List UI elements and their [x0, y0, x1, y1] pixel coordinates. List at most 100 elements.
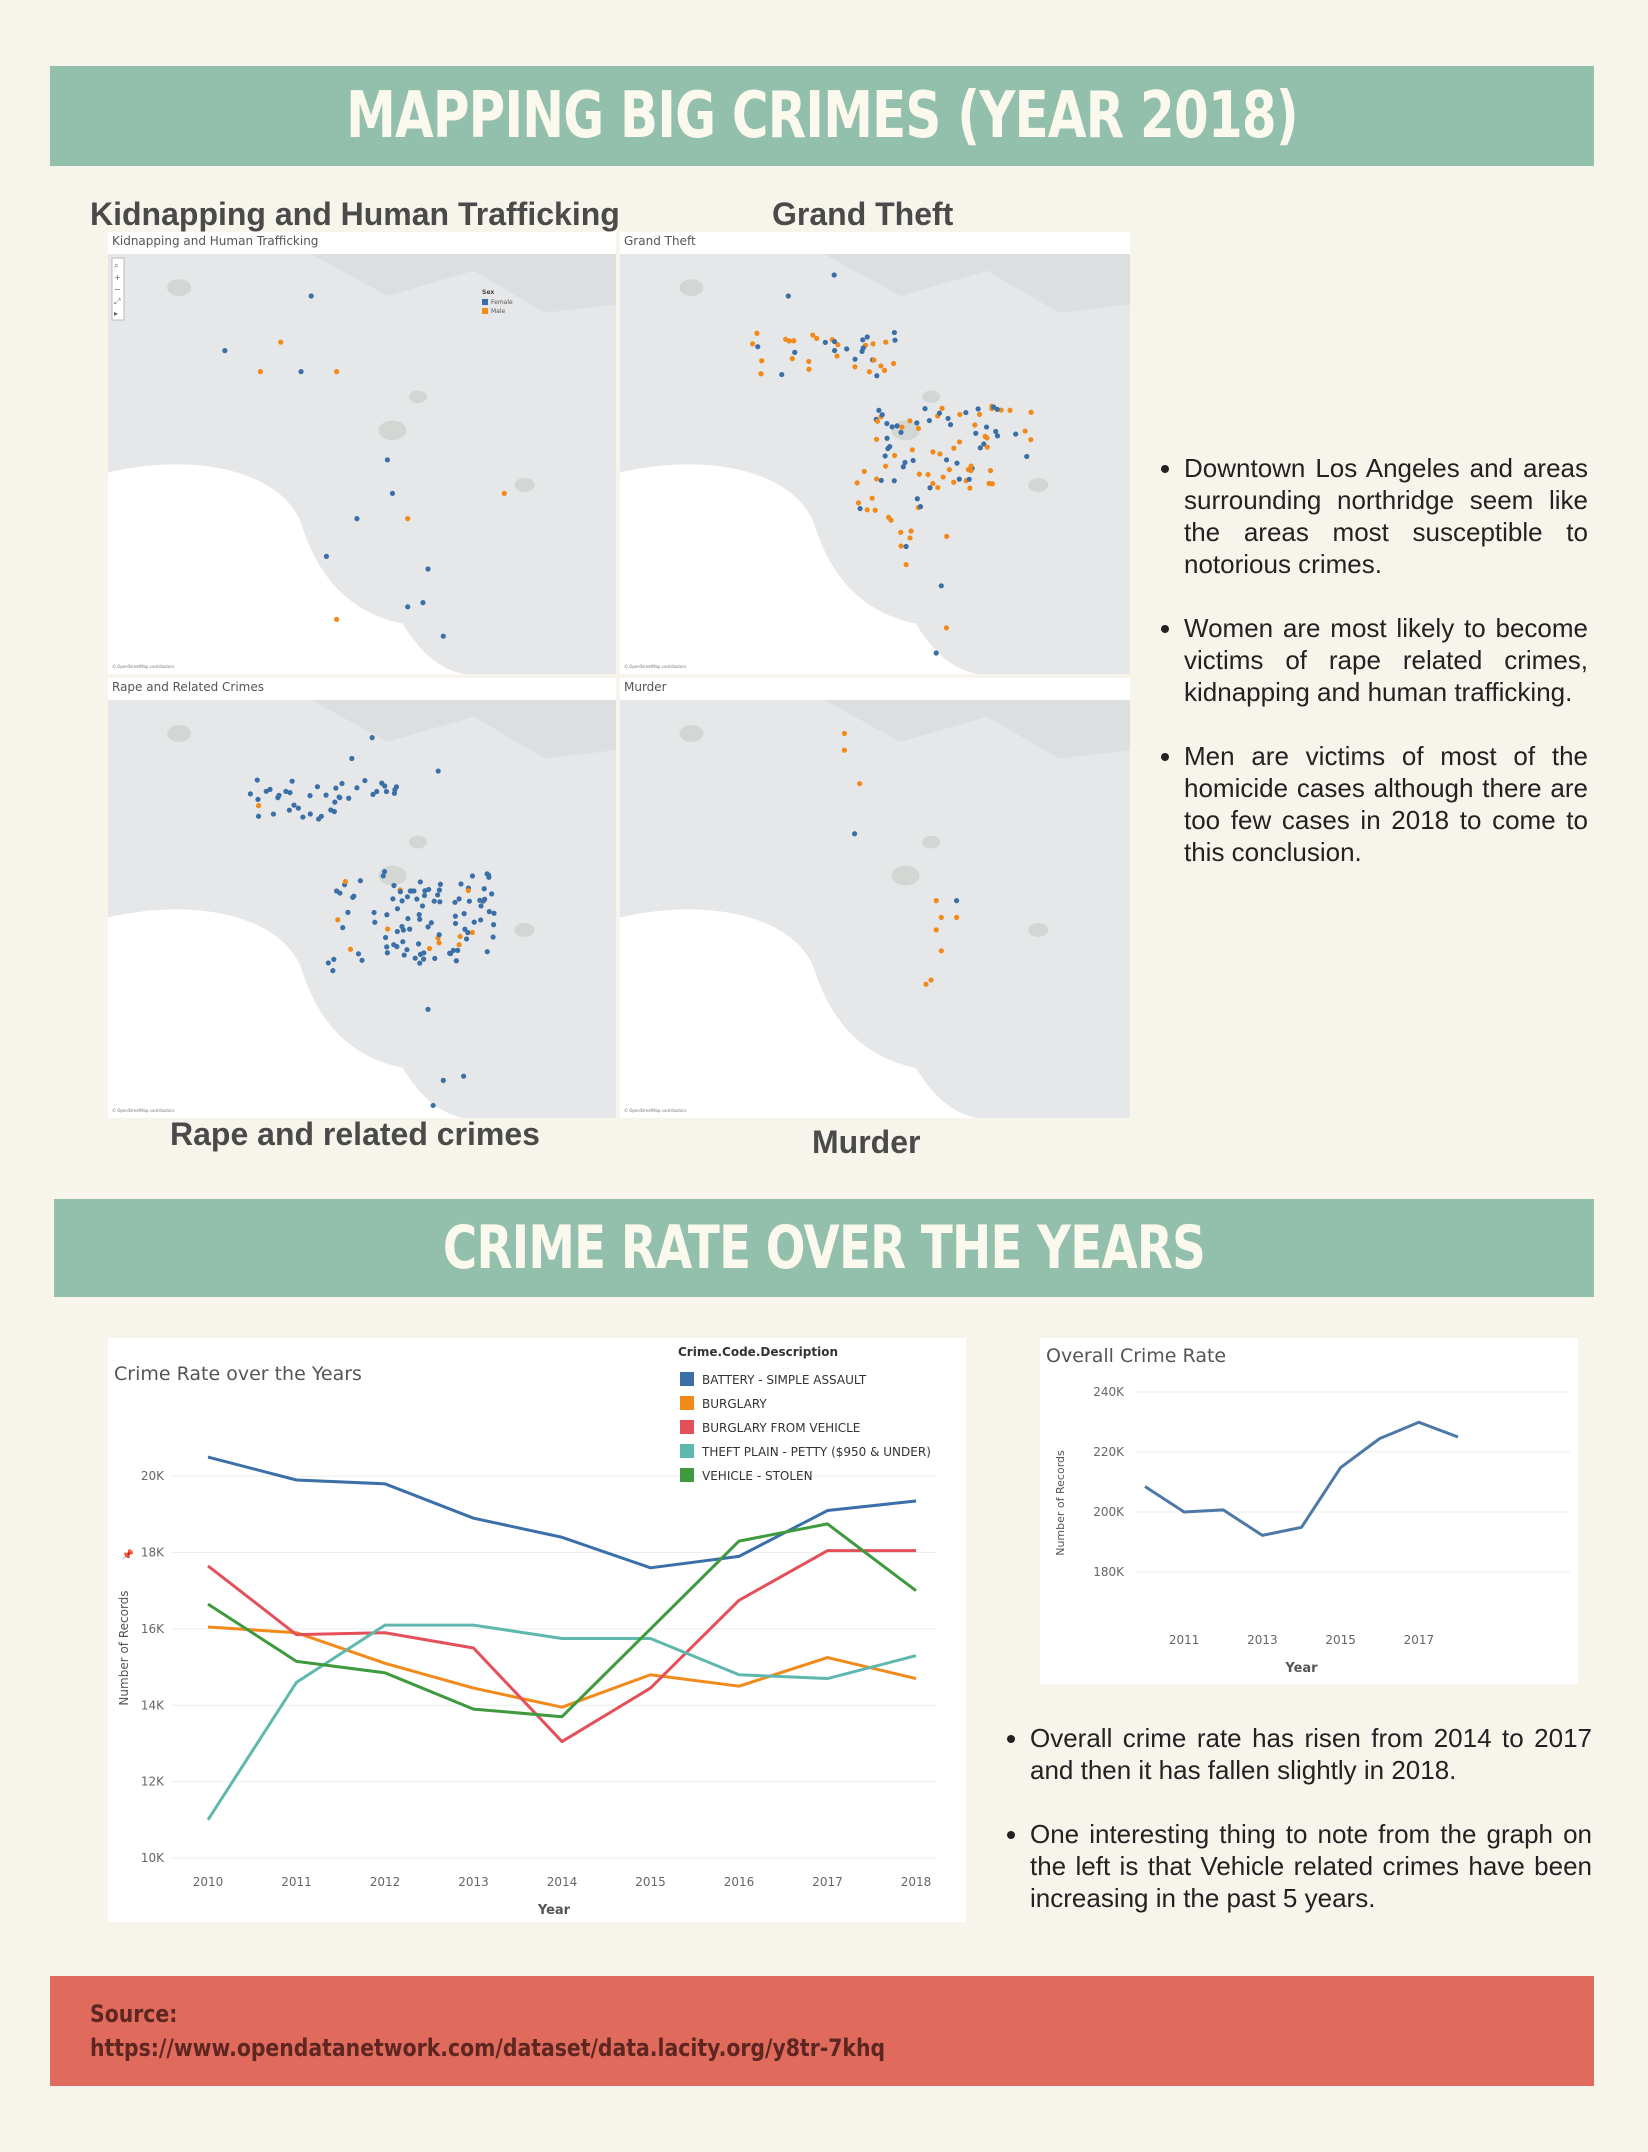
map-point [891, 478, 897, 484]
map-tool-icon: + [114, 273, 121, 282]
y-tick-label: 20K [141, 1469, 165, 1483]
map-point [331, 808, 337, 815]
map-point [354, 516, 360, 522]
x-tick-label: 2010 [193, 1875, 224, 1889]
map-canvas: © OpenStreetMap contributors [620, 254, 1130, 674]
map-point [335, 917, 341, 923]
map-point [982, 434, 989, 440]
map-canvas: © OpenStreetMap contributors ⌕ + − ⤢ ▸ Sex Fema… [108, 254, 616, 674]
x-tick-label: 2018 [901, 1875, 932, 1889]
map-point [779, 371, 785, 378]
y-axis-label: Number of Records [117, 1590, 131, 1705]
finding-item: Men are victims of most of the homicide … [1184, 740, 1588, 868]
source-url[interactable]: https://www.opendatanetwork.com/dataset/… [90, 2034, 886, 2062]
map-point [283, 788, 289, 795]
kidnapping-map[interactable]: Kidnapping and Human Trafficking © OpenS… [108, 232, 616, 674]
map-mountains [824, 254, 1130, 313]
overall-series-line [1144, 1420, 1459, 1537]
map-point [393, 784, 400, 790]
map-point [954, 460, 960, 466]
x-tick-label: 2016 [724, 1875, 755, 1889]
map-point [835, 342, 841, 348]
map-point [878, 477, 884, 484]
crime-rate-chart[interactable]: Crime Rate over the Years 10K 12K 14K 16K 18K… [108, 1338, 966, 1922]
map-point [416, 912, 422, 918]
rape-map-label: Rape and Related Crimes [112, 680, 264, 694]
map-point [841, 730, 847, 737]
map-point [873, 436, 880, 442]
rape-map[interactable]: Rape and Related Crimes © OpenStreetMap … [108, 678, 616, 1118]
map-point [935, 484, 941, 491]
map-point [435, 768, 441, 774]
map-point [425, 924, 431, 930]
map-point [907, 418, 913, 424]
map-point [437, 899, 443, 905]
map-point [270, 811, 277, 817]
map-point [831, 272, 837, 278]
map-point [383, 788, 390, 795]
map-point [998, 407, 1004, 413]
section-title: CRIME RATE OVER THE YEARS [442, 1213, 1206, 1283]
map-point [903, 562, 909, 568]
map-point [342, 878, 349, 885]
map-point [852, 831, 858, 837]
map-point [914, 420, 920, 426]
main-title: MAPPING BIG CRIMES (YEAR 2018) [346, 79, 1299, 153]
x-tick-label: 2015 [635, 1875, 666, 1889]
map-point [864, 334, 870, 340]
crime-rate-svg: Crime Rate over the Years 10K 12K 14K 16K 18K… [114, 1345, 936, 1918]
map-point [430, 1102, 436, 1109]
map-point [404, 947, 410, 953]
map-point [991, 404, 997, 410]
map-point [883, 339, 889, 345]
map-point [417, 879, 423, 885]
map-point [956, 476, 962, 482]
map-point [278, 339, 284, 345]
map-point [421, 892, 428, 899]
map-point [334, 888, 340, 894]
x-tick-label: 2017 [1404, 1633, 1435, 1647]
map-point [936, 410, 943, 416]
map-point [478, 903, 484, 909]
map-point [382, 934, 389, 941]
map-park [1028, 478, 1049, 492]
grand-theft-map[interactable]: Grand Theft © OpenStreetMap contributors [620, 232, 1130, 674]
x-tick-label: 2012 [370, 1875, 401, 1889]
map-point [860, 345, 866, 351]
murder-map[interactable]: Murder © OpenStreetMap contributors [620, 678, 1130, 1118]
map-point [404, 894, 411, 900]
map-point [391, 942, 397, 948]
map-point [930, 449, 936, 455]
map-point [289, 778, 295, 784]
legend-swatch [680, 1396, 694, 1410]
legend-title: Sex [482, 289, 494, 296]
map-point [247, 791, 253, 797]
map-point [923, 981, 929, 987]
x-axis-label: Year [537, 1903, 571, 1918]
map-point [501, 490, 507, 496]
map-point [394, 906, 401, 912]
map-credit: © OpenStreetMap contributors [112, 1108, 174, 1113]
finding-item: Overall crime rate has risen from 2014 t… [1030, 1722, 1592, 1786]
map-point [308, 293, 314, 299]
map-point [806, 358, 812, 365]
map-point [346, 795, 352, 801]
map-point [359, 957, 365, 963]
map-point [382, 783, 388, 789]
map-mountains [824, 700, 1130, 759]
map-point [903, 543, 909, 550]
map-point [456, 942, 462, 948]
map-point [993, 428, 999, 435]
overall-crime-rate-chart[interactable]: Overall Crime Rate 180K 200K 220K 240K 2011 20… [1040, 1338, 1578, 1684]
y-tick-label: 10K [141, 1851, 165, 1865]
map-point [910, 457, 916, 464]
map-point [440, 633, 446, 639]
legend-swatch [680, 1420, 694, 1434]
map-point [1024, 453, 1030, 460]
y-tick-label: 240K [1093, 1385, 1125, 1399]
legend-swatch [680, 1468, 694, 1482]
map-point [916, 471, 922, 477]
map-point [482, 896, 488, 902]
map-point [257, 369, 263, 375]
map-point [956, 439, 963, 445]
